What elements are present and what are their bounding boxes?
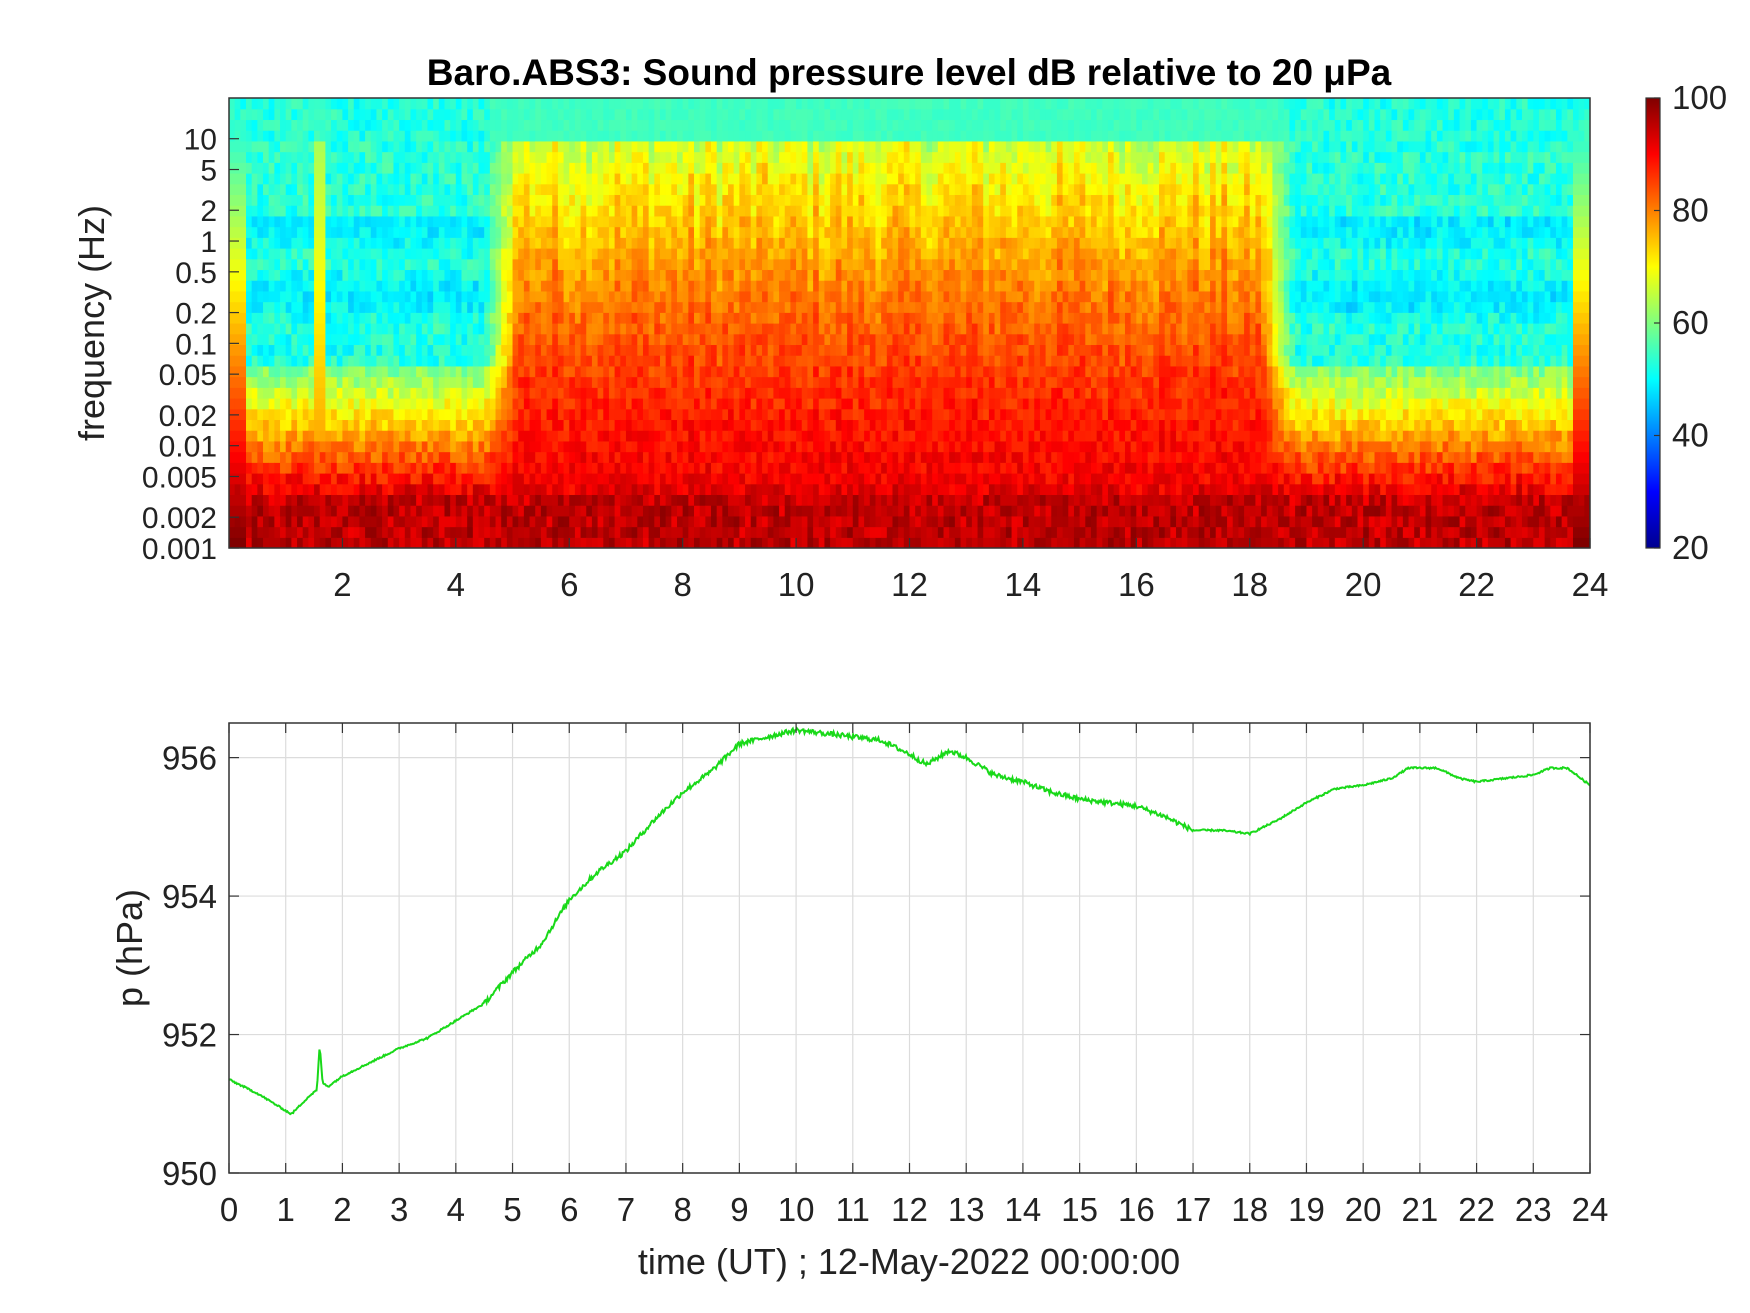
spectrogram-x-tick-label: 10 bbox=[778, 566, 815, 603]
pressure-x-tick-label: 6 bbox=[560, 1191, 578, 1228]
pressure-x-tick-label: 18 bbox=[1231, 1191, 1268, 1228]
pressure-x-tick-label: 5 bbox=[503, 1191, 521, 1228]
colorbar-tick-label: 40 bbox=[1672, 417, 1709, 454]
spectrogram-x-tick-label: 24 bbox=[1572, 566, 1609, 603]
pressure-x-tick-label: 13 bbox=[948, 1191, 985, 1228]
pressure-x-tick-label: 1 bbox=[277, 1191, 295, 1228]
spectrogram-y-tick-label: 5 bbox=[200, 155, 217, 188]
spectrogram-y-ticks: 105 210.5 0.20.10.05 0.020.010.005 0.0020.00… bbox=[142, 124, 239, 566]
colorbar-tick-label: 100 bbox=[1672, 79, 1727, 116]
pressure-x-tick-label: 2 bbox=[333, 1191, 351, 1228]
spectrogram-x-tick-label: 14 bbox=[1005, 566, 1042, 603]
pressure-x-tick-label: 20 bbox=[1345, 1191, 1382, 1228]
pressure-x-tick-label: 10 bbox=[778, 1191, 815, 1228]
pressure-x-tick-label: 7 bbox=[617, 1191, 635, 1228]
pressure-x-tick-label: 17 bbox=[1175, 1191, 1212, 1228]
spectrogram-y-tick-label: 0.01 bbox=[159, 431, 217, 464]
spectrogram-y-tick-label: 0.005 bbox=[142, 461, 217, 494]
spectrogram-x-ticks: 2 4 6 8 10 12 14 16 18 20 22 24 bbox=[333, 538, 1608, 603]
colorbar-ticks: 100 80 60 40 20 bbox=[1654, 79, 1727, 566]
pressure-y-axis-label: p (hPa) bbox=[109, 889, 150, 1007]
pressure-y-tick-label: 954 bbox=[162, 878, 217, 915]
spectrogram-x-tick-label: 8 bbox=[673, 566, 691, 603]
pressure-y-ticks: 956 954 952 950 bbox=[162, 740, 1590, 1192]
pressure-y-tick-label: 956 bbox=[162, 740, 217, 777]
spectrogram-y-tick-label: 0.05 bbox=[159, 359, 217, 392]
pressure-x-axis-label: time (UT) ; 12-May-2022 00:00:00 bbox=[638, 1241, 1180, 1282]
spectrogram-title: Baro.ABS3: Sound pressure level dB relat… bbox=[427, 52, 1392, 93]
pressure-x-tick-label: 11 bbox=[836, 1191, 870, 1228]
spectrogram-x-tick-label: 4 bbox=[447, 566, 465, 603]
spectrogram-y-tick-label: 2 bbox=[200, 195, 217, 228]
colorbar-tick-label: 60 bbox=[1672, 304, 1709, 341]
spectrogram-y-tick-label: 0.002 bbox=[142, 502, 217, 535]
spectrogram-heatmap bbox=[229, 98, 1590, 548]
pressure-y-tick-label: 952 bbox=[162, 1017, 217, 1054]
spectrogram-y-tick-label: 0.1 bbox=[175, 328, 217, 361]
spectrogram-y-tick-label: 1 bbox=[200, 226, 217, 259]
pressure-x-tick-label: 12 bbox=[891, 1191, 928, 1228]
pressure-x-tick-label: 19 bbox=[1288, 1191, 1325, 1228]
spectrogram-x-tick-label: 16 bbox=[1118, 566, 1155, 603]
pressure-x-tick-label: 23 bbox=[1515, 1191, 1552, 1228]
spectrogram-y-axis-label: frequency (Hz) bbox=[71, 205, 112, 441]
pressure-x-tick-label: 15 bbox=[1061, 1191, 1098, 1228]
pressure-x-tick-label: 8 bbox=[673, 1191, 691, 1228]
pressure-x-ticks: 0 1 2 3 4 5 6 7 8 9 10 11 12 13 14 15 16 17 18 19 20 21 22 23 24 bbox=[220, 723, 1609, 1228]
spectrogram-x-tick-label: 22 bbox=[1458, 566, 1495, 603]
pressure-x-tick-label: 14 bbox=[1005, 1191, 1042, 1228]
spectrogram-x-tick-label: 6 bbox=[560, 566, 578, 603]
spectrogram-y-tick-label: 0.5 bbox=[175, 257, 217, 290]
pressure-x-tick-label: 21 bbox=[1402, 1191, 1439, 1228]
spectrogram-y-tick-label: 10 bbox=[184, 124, 217, 157]
spectrogram-x-tick-label: 12 bbox=[891, 566, 928, 603]
pressure-x-tick-label: 0 bbox=[220, 1191, 238, 1228]
pressure-x-tick-label: 4 bbox=[447, 1191, 465, 1228]
spectrogram-x-tick-label: 20 bbox=[1345, 566, 1382, 603]
spectrogram-y-tick-label: 0.02 bbox=[159, 400, 217, 433]
pressure-x-tick-label: 24 bbox=[1572, 1191, 1609, 1228]
spectrogram-x-tick-label: 2 bbox=[333, 566, 351, 603]
pressure-x-tick-label: 9 bbox=[730, 1191, 748, 1228]
pressure-x-tick-label: 3 bbox=[390, 1191, 408, 1228]
spectrogram-y-tick-label: 0.2 bbox=[175, 298, 217, 331]
pressure-x-tick-label: 16 bbox=[1118, 1191, 1155, 1228]
spectrogram-x-tick-label: 18 bbox=[1231, 566, 1268, 603]
pressure-y-tick-label: 950 bbox=[162, 1155, 217, 1192]
colorbar-tick-label: 80 bbox=[1672, 192, 1709, 229]
pressure-line bbox=[229, 726, 1590, 1116]
colorbar-tick-label: 20 bbox=[1672, 529, 1709, 566]
spectrogram-y-tick-label: 0.001 bbox=[142, 533, 217, 566]
pressure-x-tick-label: 22 bbox=[1458, 1191, 1495, 1228]
